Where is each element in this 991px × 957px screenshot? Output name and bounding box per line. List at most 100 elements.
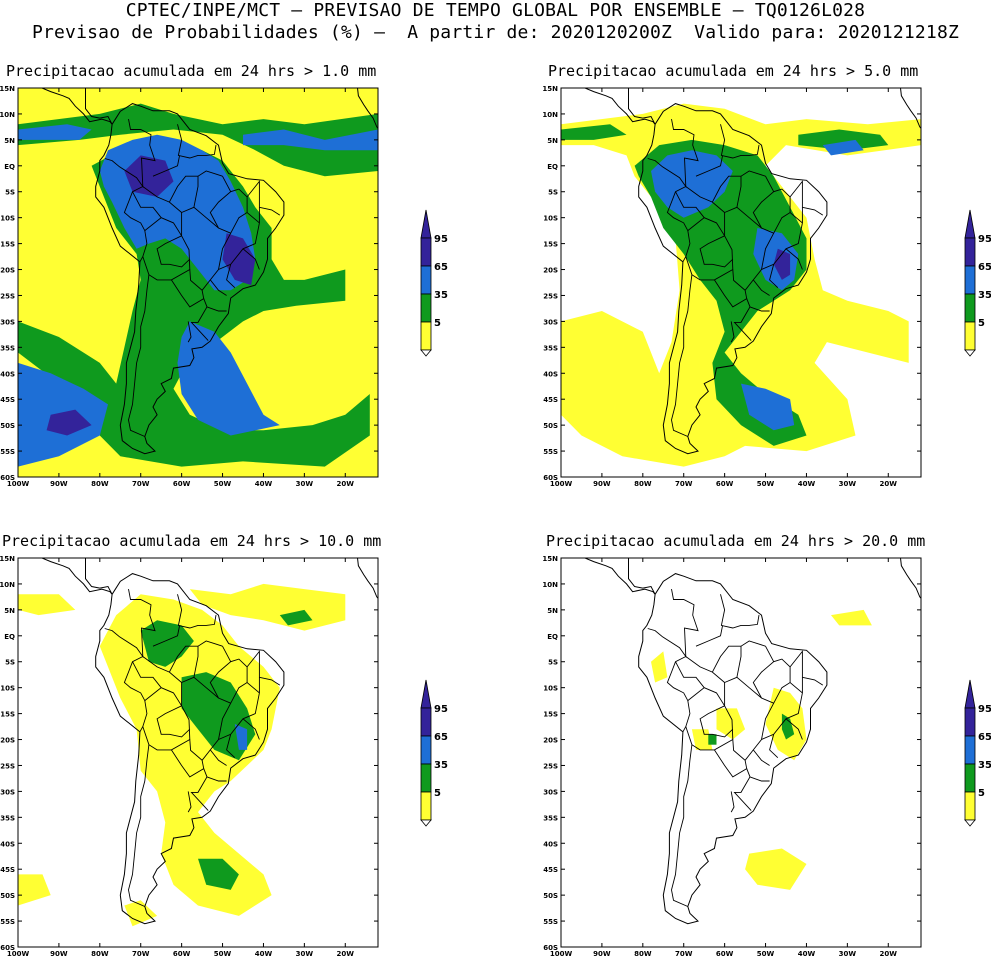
lon-label: 100W: [550, 950, 573, 957]
country-border: [685, 656, 725, 683]
legend-box: [420, 707, 432, 737]
legend-label: 5: [434, 318, 441, 329]
country-border: [769, 264, 779, 289]
lon-label: 80W: [91, 950, 109, 957]
legend-box: [964, 293, 976, 323]
coastline-central-america: [40, 558, 113, 595]
lon-label: 50W: [757, 950, 775, 957]
lat-label: 55S: [543, 448, 558, 456]
lon-label: 30W: [839, 950, 857, 957]
lat-label: 15N: [543, 85, 558, 93]
country-border: [190, 768, 209, 811]
country-border: [128, 744, 150, 907]
coastline-caribbean: [627, 558, 656, 595]
legend-top-arrow: [964, 679, 976, 709]
probability-area-lvl65: [18, 124, 92, 140]
country-border: [104, 589, 156, 659]
legend-label: 35: [978, 290, 991, 301]
lon-label: 50W: [757, 480, 775, 488]
map-frame: [560, 87, 922, 478]
probability-area-lvl5: [651, 651, 668, 683]
country-border: [744, 681, 803, 761]
lat-label: 10S: [0, 685, 15, 693]
country-border: [246, 180, 260, 223]
lon-label: 70W: [675, 480, 693, 488]
lon-label: 100W: [7, 480, 30, 488]
lat-label: 20S: [543, 267, 558, 275]
lat-label: 35S: [543, 344, 558, 352]
lat-label: 45S: [0, 396, 15, 404]
probability-fields: [583, 558, 921, 925]
legend-label: 35: [434, 760, 448, 771]
lat-label: 20S: [543, 737, 558, 745]
country-border: [802, 676, 824, 686]
lon-label: 50W: [214, 950, 232, 957]
country-border: [259, 206, 281, 216]
country-border: [785, 248, 803, 270]
color-legend-4: 95 65 35 5: [964, 679, 991, 827]
legend-label: 65: [978, 262, 991, 273]
lat-label: 5S: [548, 659, 558, 667]
probability-area-lvl95: [222, 233, 256, 286]
lat-label: 15N: [0, 85, 15, 93]
coastline-south-america: [95, 573, 285, 925]
country-border: [744, 211, 803, 291]
lat-label: 60S: [0, 944, 15, 952]
legend-box: [420, 791, 432, 821]
probability-area-lvl65: [822, 139, 864, 156]
legend-label: 95: [434, 704, 448, 715]
lat-label: 15N: [543, 555, 558, 563]
color-legend-1: 95 65 35 5: [420, 209, 448, 357]
map-frame: [17, 87, 379, 478]
map-frame: [17, 557, 379, 948]
legend-box: [964, 265, 976, 295]
country-border: [123, 186, 148, 263]
header-line-2: Previsao de Probabilidades (%) – A parti…: [31, 22, 960, 43]
lat-label: 45S: [543, 396, 558, 404]
country-border: [765, 175, 775, 192]
probability-map-4: 15N 10N 5N EQ 5S 10S 15S 20S 25S 30S 35S 40S 45S 50S 5…: [543, 555, 922, 957]
lat-label: 35S: [0, 814, 15, 822]
lat-label: 10N: [0, 581, 15, 589]
color-legend-3: 95 65 35 5: [420, 679, 448, 827]
lat-label: 60S: [543, 474, 558, 482]
country-border: [206, 306, 227, 312]
lat-label: 5N: [547, 607, 558, 615]
lat-label: 35S: [543, 814, 558, 822]
map-frame: [560, 557, 922, 948]
legend-label: 95: [434, 234, 448, 245]
country-border: [209, 279, 227, 296]
legend-box: [964, 321, 976, 351]
legend-box: [964, 707, 976, 737]
lat-label: 40S: [0, 840, 15, 848]
coastline-south-america: [638, 573, 828, 925]
lon-label: 40W: [255, 480, 273, 488]
country-border: [226, 264, 236, 289]
lat-label: 25S: [0, 292, 15, 300]
panel-title-2: Precipitacao acumulada em 24 hrs > 5.0 m…: [548, 62, 919, 80]
coastline-africa: [357, 558, 378, 600]
lat-label: 60S: [543, 944, 558, 952]
country-border: [671, 744, 693, 907]
lat-label: 60S: [0, 474, 15, 482]
lat-label: 20S: [0, 737, 15, 745]
lat-label: 15S: [543, 241, 558, 249]
probability-area-lvl5: [18, 594, 76, 616]
legend-box: [420, 763, 432, 793]
lat-label: 15N: [0, 555, 15, 563]
lat-label: 35S: [0, 344, 15, 352]
probability-area-lvl5: [716, 708, 746, 740]
lat-label: EQ: [4, 163, 15, 171]
country-border: [187, 321, 192, 343]
lat-label: 30S: [0, 788, 15, 796]
country-border: [226, 734, 236, 759]
country-border: [104, 119, 156, 189]
country-border: [749, 776, 770, 782]
lat-label: 25S: [543, 762, 558, 770]
probability-area-lvl95: [124, 155, 174, 197]
probability-area-lvl95: [773, 248, 791, 280]
legend-box: [420, 237, 432, 267]
probability-area-lvl35: [798, 129, 889, 151]
country-border: [123, 656, 148, 733]
lat-label: 40S: [543, 840, 558, 848]
